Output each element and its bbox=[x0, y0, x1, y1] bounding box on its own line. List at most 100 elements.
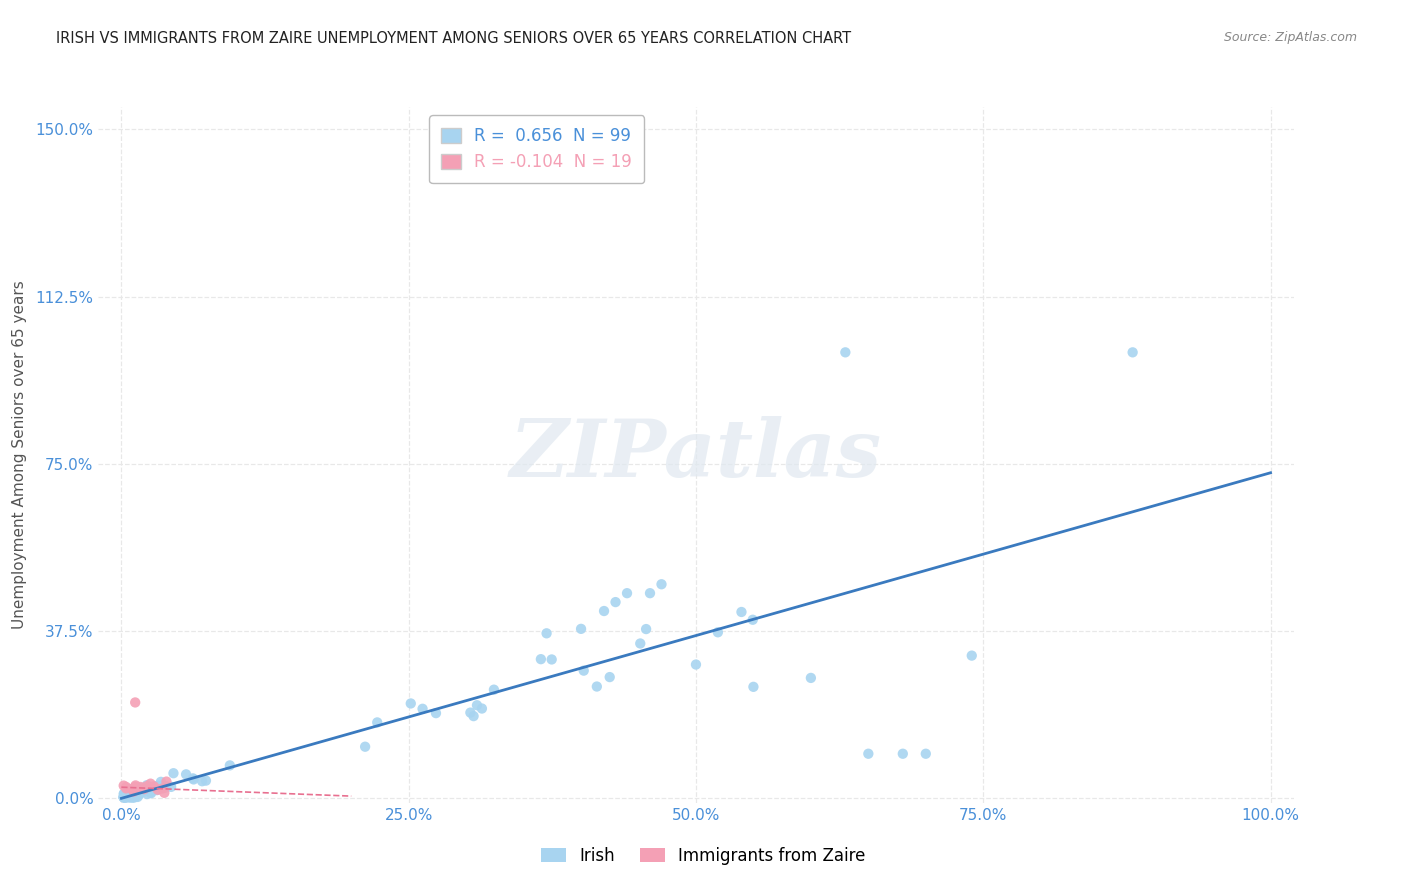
Point bbox=[121, 784, 143, 798]
Point bbox=[218, 758, 240, 772]
Point bbox=[112, 790, 135, 805]
Point bbox=[685, 657, 707, 672]
Point bbox=[366, 715, 388, 730]
Point bbox=[125, 789, 148, 804]
Point bbox=[585, 680, 607, 694]
Point bbox=[115, 790, 138, 805]
Point bbox=[135, 779, 157, 793]
Point bbox=[127, 784, 149, 798]
Point bbox=[134, 781, 156, 796]
Point bbox=[425, 706, 447, 720]
Point bbox=[115, 781, 138, 796]
Point bbox=[112, 787, 135, 801]
Point bbox=[536, 626, 558, 640]
Point bbox=[399, 697, 422, 711]
Point bbox=[149, 775, 172, 789]
Point bbox=[120, 790, 142, 805]
Point bbox=[616, 586, 638, 600]
Point bbox=[148, 781, 170, 796]
Point bbox=[160, 780, 183, 794]
Point bbox=[120, 789, 142, 804]
Point bbox=[122, 784, 145, 798]
Point bbox=[139, 785, 162, 799]
Point bbox=[650, 577, 672, 591]
Point bbox=[605, 595, 627, 609]
Legend: Irish, Immigrants from Zaire: Irish, Immigrants from Zaire bbox=[530, 837, 876, 875]
Point bbox=[124, 780, 146, 794]
Point bbox=[112, 790, 135, 805]
Y-axis label: Unemployment Among Seniors over 65 years: Unemployment Among Seniors over 65 years bbox=[13, 281, 27, 629]
Point bbox=[112, 779, 135, 793]
Point bbox=[135, 778, 157, 792]
Point bbox=[530, 652, 553, 666]
Point bbox=[124, 785, 146, 799]
Point bbox=[118, 790, 141, 805]
Point bbox=[146, 782, 169, 797]
Point bbox=[150, 779, 173, 793]
Point bbox=[121, 789, 143, 803]
Point bbox=[742, 680, 765, 694]
Point bbox=[114, 790, 136, 805]
Point bbox=[465, 698, 488, 713]
Point bbox=[120, 782, 142, 797]
Point bbox=[132, 784, 155, 798]
Point bbox=[834, 345, 856, 359]
Point bbox=[638, 586, 661, 600]
Point bbox=[412, 702, 434, 716]
Point bbox=[139, 777, 162, 791]
Point bbox=[162, 766, 184, 780]
Point bbox=[121, 790, 143, 805]
Point bbox=[628, 636, 651, 650]
Point bbox=[112, 787, 135, 801]
Point bbox=[121, 790, 143, 805]
Point bbox=[114, 790, 136, 805]
Point bbox=[115, 785, 138, 799]
Point bbox=[115, 780, 138, 794]
Point bbox=[891, 747, 914, 761]
Point bbox=[124, 790, 146, 805]
Point bbox=[112, 790, 135, 805]
Point bbox=[741, 613, 763, 627]
Point bbox=[150, 780, 173, 794]
Point bbox=[146, 783, 169, 797]
Point bbox=[124, 780, 146, 795]
Point bbox=[124, 782, 146, 797]
Point bbox=[174, 767, 197, 781]
Point bbox=[118, 787, 141, 801]
Text: Source: ZipAtlas.com: Source: ZipAtlas.com bbox=[1223, 31, 1357, 45]
Point bbox=[112, 790, 135, 805]
Point bbox=[124, 779, 146, 793]
Point bbox=[155, 774, 177, 789]
Point bbox=[1122, 345, 1144, 359]
Point bbox=[858, 747, 880, 761]
Point bbox=[122, 788, 145, 802]
Point bbox=[139, 786, 162, 800]
Point bbox=[120, 789, 142, 803]
Point bbox=[121, 787, 143, 801]
Point bbox=[143, 780, 166, 794]
Point bbox=[155, 779, 177, 793]
Point bbox=[121, 782, 143, 797]
Point bbox=[194, 773, 217, 788]
Point bbox=[471, 701, 494, 715]
Point bbox=[131, 781, 153, 796]
Point bbox=[572, 664, 595, 678]
Point bbox=[132, 780, 155, 795]
Point bbox=[127, 789, 149, 804]
Point bbox=[128, 788, 150, 802]
Point bbox=[914, 747, 936, 761]
Point bbox=[800, 671, 823, 685]
Point bbox=[134, 782, 156, 797]
Point bbox=[127, 787, 149, 801]
Text: ZIPatlas: ZIPatlas bbox=[510, 417, 882, 493]
Point bbox=[181, 772, 204, 786]
Point bbox=[191, 774, 214, 789]
Point bbox=[127, 786, 149, 800]
Point bbox=[124, 696, 146, 710]
Point bbox=[636, 622, 658, 636]
Legend: R =  0.656  N = 99, R = -0.104  N = 19: R = 0.656 N = 99, R = -0.104 N = 19 bbox=[429, 115, 644, 183]
Point bbox=[145, 779, 167, 793]
Point bbox=[730, 605, 752, 619]
Point bbox=[354, 739, 377, 754]
Point bbox=[960, 648, 983, 663]
